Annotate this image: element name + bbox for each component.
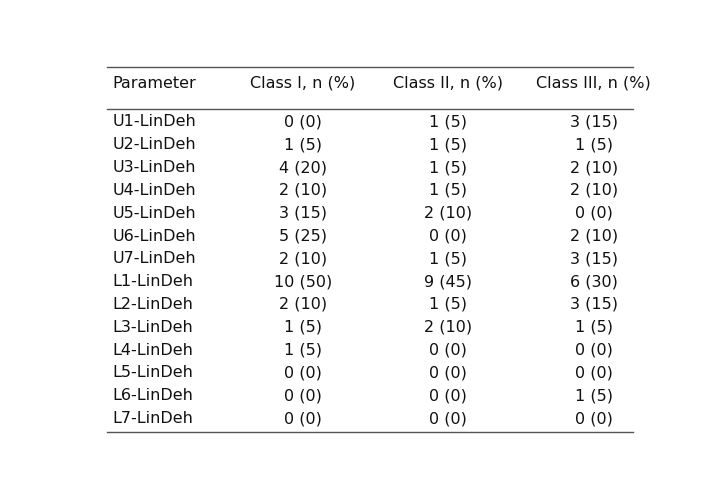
Text: L6-LinDeh: L6-LinDeh xyxy=(113,388,193,403)
Text: 0 (0): 0 (0) xyxy=(430,343,467,358)
Text: 3 (15): 3 (15) xyxy=(279,206,327,221)
Text: 1 (5): 1 (5) xyxy=(430,114,467,130)
Text: 1 (5): 1 (5) xyxy=(430,183,467,198)
Text: 0 (0): 0 (0) xyxy=(430,411,467,426)
Text: 1 (5): 1 (5) xyxy=(430,251,467,266)
Text: 0 (0): 0 (0) xyxy=(575,365,613,380)
Text: 5 (25): 5 (25) xyxy=(279,228,327,243)
Text: Class I, n (%): Class I, n (%) xyxy=(251,76,355,91)
Text: 1 (5): 1 (5) xyxy=(284,137,322,152)
Text: U3-LinDeh: U3-LinDeh xyxy=(113,160,196,175)
Text: Class III, n (%): Class III, n (%) xyxy=(536,76,651,91)
Text: 2 (10): 2 (10) xyxy=(279,183,327,198)
Text: 6 (30): 6 (30) xyxy=(570,274,618,289)
Text: L2-LinDeh: L2-LinDeh xyxy=(113,297,193,312)
Text: 2 (10): 2 (10) xyxy=(570,228,618,243)
Text: L4-LinDeh: L4-LinDeh xyxy=(113,343,193,358)
Text: 0 (0): 0 (0) xyxy=(284,114,322,130)
Text: U4-LinDeh: U4-LinDeh xyxy=(113,183,196,198)
Text: 3 (15): 3 (15) xyxy=(570,297,618,312)
Text: L3-LinDeh: L3-LinDeh xyxy=(113,320,193,335)
Text: 2 (10): 2 (10) xyxy=(279,251,327,266)
Text: L5-LinDeh: L5-LinDeh xyxy=(113,365,193,380)
Text: 0 (0): 0 (0) xyxy=(575,343,613,358)
Text: 0 (0): 0 (0) xyxy=(284,388,322,403)
Text: 2 (10): 2 (10) xyxy=(279,297,327,312)
Text: 1 (5): 1 (5) xyxy=(575,137,613,152)
Text: 3 (15): 3 (15) xyxy=(570,251,618,266)
Text: 0 (0): 0 (0) xyxy=(430,388,467,403)
Text: 1 (5): 1 (5) xyxy=(430,137,467,152)
Text: Parameter: Parameter xyxy=(113,76,196,91)
Text: 2 (10): 2 (10) xyxy=(570,160,618,175)
Text: L7-LinDeh: L7-LinDeh xyxy=(113,411,193,426)
Text: U5-LinDeh: U5-LinDeh xyxy=(113,206,196,221)
Text: 1 (5): 1 (5) xyxy=(430,297,467,312)
Text: Class II, n (%): Class II, n (%) xyxy=(393,76,503,91)
Text: 1 (5): 1 (5) xyxy=(284,343,322,358)
Text: 3 (15): 3 (15) xyxy=(570,114,618,130)
Text: 0 (0): 0 (0) xyxy=(284,365,322,380)
Text: U2-LinDeh: U2-LinDeh xyxy=(113,137,196,152)
Text: 0 (0): 0 (0) xyxy=(575,411,613,426)
Text: U6-LinDeh: U6-LinDeh xyxy=(113,228,196,243)
Text: 0 (0): 0 (0) xyxy=(575,206,613,221)
Text: 2 (10): 2 (10) xyxy=(425,320,472,335)
Text: 1 (5): 1 (5) xyxy=(430,160,467,175)
Text: L1-LinDeh: L1-LinDeh xyxy=(113,274,193,289)
Text: 10 (50): 10 (50) xyxy=(274,274,332,289)
Text: 2 (10): 2 (10) xyxy=(425,206,472,221)
Text: 4 (20): 4 (20) xyxy=(279,160,327,175)
Text: U1-LinDeh: U1-LinDeh xyxy=(113,114,196,130)
Text: 0 (0): 0 (0) xyxy=(430,228,467,243)
Text: 0 (0): 0 (0) xyxy=(430,365,467,380)
Text: 0 (0): 0 (0) xyxy=(284,411,322,426)
Text: 1 (5): 1 (5) xyxy=(575,320,613,335)
Text: 2 (10): 2 (10) xyxy=(570,183,618,198)
Text: U7-LinDeh: U7-LinDeh xyxy=(113,251,196,266)
Text: 9 (45): 9 (45) xyxy=(425,274,472,289)
Text: 1 (5): 1 (5) xyxy=(284,320,322,335)
Text: 1 (5): 1 (5) xyxy=(575,388,613,403)
